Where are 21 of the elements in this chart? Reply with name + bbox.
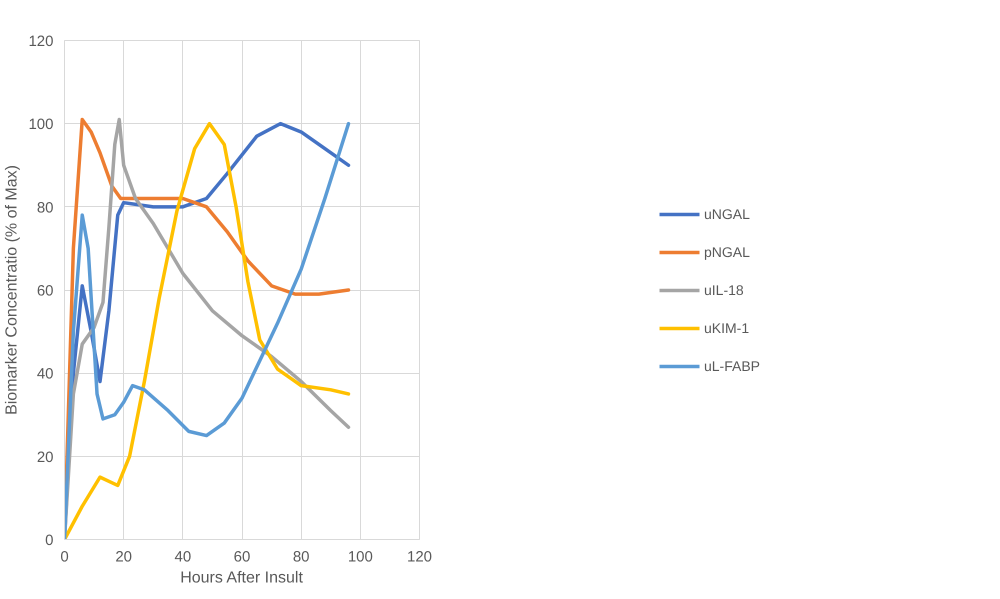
x-tick-label: 120 bbox=[406, 548, 432, 566]
x-tick-label: 60 bbox=[234, 548, 250, 566]
y-tick-label: 0 bbox=[45, 532, 54, 549]
legend-label: uL-FABP bbox=[704, 358, 760, 374]
legend-label: uNGAL bbox=[704, 206, 750, 222]
y-tick-label: 60 bbox=[36, 282, 54, 300]
x-tick-label: 100 bbox=[348, 548, 373, 566]
y-tick-label: 20 bbox=[36, 448, 54, 466]
x-tick-label: 0 bbox=[60, 548, 69, 566]
y-tick-label: 80 bbox=[36, 199, 54, 216]
y-axis-title: Biomarker Concentratio (% of Max) bbox=[3, 165, 20, 415]
y-tick-label: 100 bbox=[28, 116, 54, 134]
x-tick-label: 80 bbox=[292, 548, 310, 566]
legend-label: uIL-18 bbox=[704, 282, 744, 298]
x-axis-title: Hours After Insult bbox=[180, 570, 304, 586]
x-tick-label: 20 bbox=[115, 548, 132, 566]
legend-label: uKIM-1 bbox=[704, 320, 750, 336]
x-tick-label: 40 bbox=[174, 548, 192, 566]
y-tick-label: 120 bbox=[28, 33, 54, 50]
y-tick-label: 40 bbox=[36, 366, 54, 383]
legend-label: pNGAL bbox=[704, 244, 750, 260]
